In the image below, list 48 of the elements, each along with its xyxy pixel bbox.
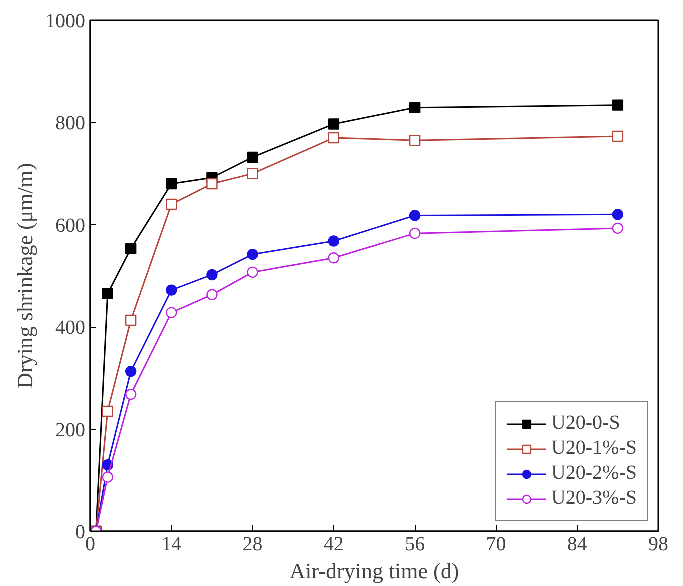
x-tick-label: 56 [405, 534, 426, 556]
y-tick-label: 800 [56, 112, 86, 135]
point [328, 118, 340, 130]
y-axis-title: Drying shrinkage (μm/m) [12, 163, 38, 389]
point [166, 198, 178, 210]
legend-label: U20-2%-S [551, 462, 637, 485]
point [125, 243, 137, 255]
point [328, 252, 340, 264]
point [409, 102, 421, 114]
point [247, 266, 258, 278]
y-tick-label: 600 [56, 214, 86, 237]
point [166, 284, 178, 296]
point [409, 210, 421, 222]
point [206, 289, 218, 300]
point [102, 472, 114, 483]
x-tick-label: 84 [567, 534, 588, 556]
y-tick-label: 400 [56, 317, 86, 340]
point [166, 307, 178, 318]
point [328, 132, 340, 144]
x-tick-label: 14 [162, 534, 182, 556]
point [409, 228, 421, 240]
y-tick-label: 200 [56, 419, 86, 442]
point [328, 236, 340, 247]
point [206, 269, 218, 281]
x-tick-label: 98 [648, 534, 668, 556]
x-tick-label: 70 [486, 534, 506, 556]
point [247, 248, 258, 260]
point [247, 152, 258, 164]
point [102, 406, 114, 418]
x-tick-label: 42 [324, 534, 344, 556]
y-tick-label: 1000 [46, 10, 86, 32]
point [612, 130, 624, 142]
point [206, 178, 218, 190]
point [125, 366, 137, 378]
x-tick-label: 28 [242, 534, 263, 556]
point [125, 314, 137, 326]
point [409, 134, 421, 146]
point [612, 209, 624, 220]
point [612, 100, 624, 111]
legend-label: U20-0-S [551, 412, 620, 435]
legend-label: U20-1%-S [551, 437, 637, 460]
point [166, 178, 178, 190]
x-axis-title: Air-drying time (d) [290, 558, 460, 584]
point [102, 288, 114, 300]
legend-label: U20-3%-S [551, 487, 637, 510]
point [247, 168, 258, 180]
point [125, 388, 137, 400]
point [612, 222, 624, 234]
